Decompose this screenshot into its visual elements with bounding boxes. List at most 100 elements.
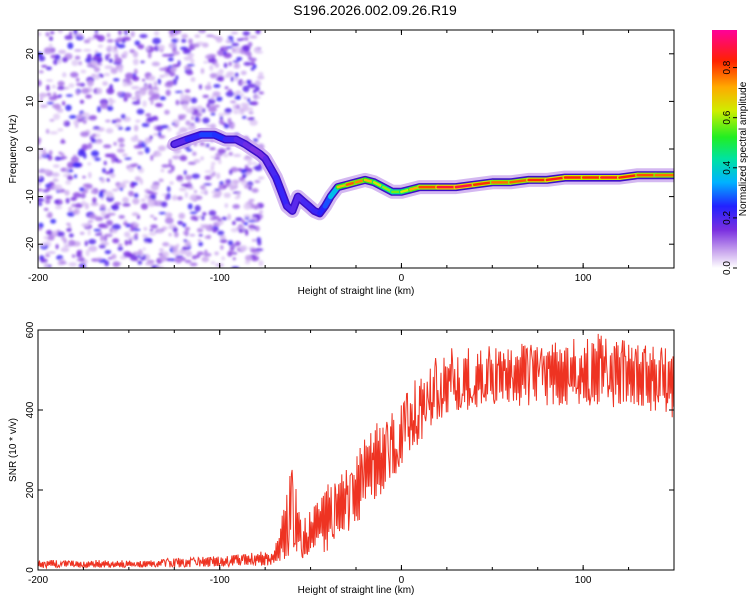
noise-blob	[104, 233, 113, 238]
noise-blob	[147, 51, 152, 59]
noise-blob	[130, 136, 139, 142]
noise-blob	[84, 240, 88, 247]
noise-blob	[232, 103, 236, 111]
noise-blob	[156, 230, 164, 234]
noise-blob	[236, 56, 243, 61]
noise-blob	[77, 119, 85, 122]
noise-blob	[111, 253, 117, 260]
noise-blob	[254, 248, 264, 252]
noise-blob	[171, 245, 179, 253]
noise-blob	[242, 44, 251, 52]
noise-blob	[38, 156, 43, 160]
noise-blob	[217, 218, 222, 222]
colorbar-label: Normalized spectral amplitude	[738, 81, 749, 216]
noise-blob	[134, 232, 139, 237]
noise-blob	[143, 237, 151, 243]
noise-blob	[38, 176, 42, 180]
noise-blob	[205, 224, 209, 231]
noise-blob	[219, 238, 228, 244]
noise-blob	[168, 80, 174, 86]
noise-blob	[167, 213, 173, 217]
noise-blob	[65, 167, 69, 173]
noise-blob	[118, 243, 123, 247]
noise-blob	[164, 217, 174, 224]
noise-blob	[131, 76, 140, 82]
noise-blob	[243, 221, 248, 226]
noise-blob	[124, 239, 129, 246]
noise-blob	[51, 172, 60, 177]
noise-blob	[108, 192, 114, 198]
noise-blob	[172, 50, 180, 56]
noise-blob	[103, 144, 112, 149]
noise-blob	[148, 232, 157, 236]
noise-blob	[230, 76, 234, 82]
noise-blob	[194, 116, 199, 123]
noise-blob	[131, 86, 138, 90]
noise-blob	[54, 103, 61, 111]
noise-blob	[82, 183, 92, 188]
noise-blob	[172, 250, 180, 256]
noise-blob	[53, 59, 58, 65]
noise-blob	[73, 174, 78, 179]
noise-blob	[164, 194, 169, 201]
noise-blob	[228, 151, 233, 156]
noise-blob	[224, 203, 229, 208]
noise-blob	[68, 262, 77, 267]
noise-blob	[46, 101, 54, 105]
noise-blob	[161, 164, 170, 168]
y-tick-label: 20	[25, 48, 36, 60]
noise-blob	[256, 236, 262, 243]
noise-blob	[117, 246, 124, 251]
noise-blob	[223, 192, 232, 197]
noise-blob	[61, 138, 65, 144]
noise-blob	[65, 197, 70, 204]
noise-blob	[209, 217, 218, 221]
noise-blob	[176, 174, 184, 182]
noise-blob	[111, 157, 115, 164]
noise-blob	[96, 257, 103, 260]
noise-blob	[129, 163, 137, 168]
noise-blob	[74, 55, 81, 60]
noise-blob	[199, 141, 205, 147]
noise-blob	[123, 30, 129, 33]
noise-blob	[54, 54, 61, 61]
noise-blob	[227, 213, 232, 221]
noise-blob	[248, 186, 252, 191]
noise-blob	[45, 254, 51, 258]
noise-blob	[184, 226, 191, 231]
noise-blob	[249, 35, 258, 39]
noise-blob	[109, 101, 113, 107]
noise-blob	[42, 150, 47, 157]
noise-blob	[133, 192, 139, 199]
noise-blob	[240, 70, 247, 76]
noise-blob	[203, 183, 212, 186]
noise-blob	[164, 109, 170, 115]
noise-blob	[202, 94, 209, 99]
noise-blob	[170, 164, 175, 172]
noise-blob	[174, 231, 179, 238]
noise-blob	[64, 35, 73, 40]
colorbar-tick-label: 0.2	[722, 211, 733, 225]
noise-blob	[105, 119, 111, 123]
noise-blob	[103, 160, 107, 166]
noise-blob	[248, 111, 254, 115]
noise-blob	[138, 139, 143, 144]
y-tick-label: -10	[25, 189, 36, 204]
noise-blob	[72, 162, 81, 168]
noise-blob	[85, 94, 92, 99]
ridge-core	[545, 176, 567, 182]
noise-blob	[244, 36, 249, 41]
noise-blob	[108, 97, 113, 102]
y-tick-label: 10	[25, 95, 36, 107]
spectrogram-y-ticks: 20 10 0 -10 -20	[25, 48, 674, 251]
noise-blob	[150, 224, 158, 229]
noise-blob	[190, 97, 198, 104]
noise-blob	[204, 249, 208, 255]
noise-blob	[148, 89, 155, 97]
noise-blob	[200, 156, 204, 161]
noise-blob	[105, 171, 111, 175]
noise-blob	[228, 169, 233, 175]
figure-title: S196.2026.002.09.26.R19	[293, 2, 457, 18]
noise-blob	[83, 39, 90, 44]
